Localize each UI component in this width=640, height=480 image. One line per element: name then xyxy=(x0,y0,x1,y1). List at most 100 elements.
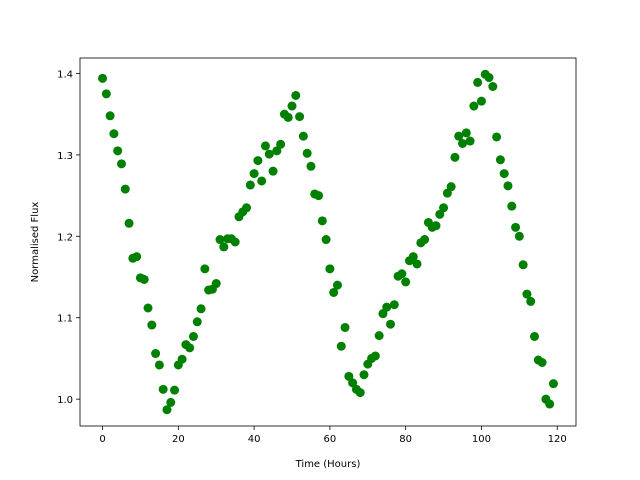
point xyxy=(488,81,498,91)
point xyxy=(242,203,252,213)
point xyxy=(359,370,369,380)
y-tick-label: 1.0 xyxy=(57,395,73,406)
point xyxy=(435,209,445,219)
point xyxy=(518,260,528,270)
point xyxy=(245,180,255,190)
point xyxy=(370,351,380,361)
point xyxy=(177,354,187,364)
y-axis-label: Normalised Flux xyxy=(30,202,41,283)
point xyxy=(192,317,202,327)
point xyxy=(98,73,108,83)
point xyxy=(170,385,180,395)
point xyxy=(113,146,123,156)
x-tick-label: 20 xyxy=(172,434,185,445)
point xyxy=(446,182,456,192)
point xyxy=(492,132,502,142)
point xyxy=(249,169,259,179)
point xyxy=(101,89,111,99)
point xyxy=(461,128,471,138)
y-tick-label: 1.3 xyxy=(57,151,73,162)
point xyxy=(382,302,392,312)
point xyxy=(162,405,172,415)
point xyxy=(287,101,297,111)
point xyxy=(548,379,558,389)
point xyxy=(302,148,312,158)
point xyxy=(514,231,524,241)
point xyxy=(257,176,267,186)
point xyxy=(139,274,149,284)
point xyxy=(439,203,449,213)
point xyxy=(211,279,221,289)
point xyxy=(537,357,547,367)
point xyxy=(151,349,161,359)
point xyxy=(458,138,468,148)
point xyxy=(166,397,176,407)
point xyxy=(473,77,483,87)
point xyxy=(215,235,225,245)
point xyxy=(147,320,157,330)
point xyxy=(154,360,164,370)
point xyxy=(283,112,293,122)
point xyxy=(143,303,153,313)
point xyxy=(420,235,430,245)
point xyxy=(116,159,126,169)
y-tick-label: 1.1 xyxy=(57,314,73,325)
point xyxy=(196,304,206,314)
point xyxy=(374,331,384,341)
point xyxy=(188,331,198,341)
point xyxy=(499,169,509,179)
point xyxy=(511,222,521,232)
point xyxy=(401,277,411,287)
point xyxy=(124,218,134,228)
x-tick-label: 60 xyxy=(324,434,337,445)
x-axis-label: Time (Hours) xyxy=(295,459,361,470)
point xyxy=(408,252,418,262)
y-tick-label: 1.4 xyxy=(57,69,73,80)
point xyxy=(336,341,346,351)
point xyxy=(526,296,536,306)
point xyxy=(325,264,335,274)
x-tick-label: 80 xyxy=(399,434,412,445)
point xyxy=(495,155,505,165)
point xyxy=(109,129,119,139)
point xyxy=(120,184,130,194)
point xyxy=(545,399,555,409)
point xyxy=(253,156,263,166)
point xyxy=(332,280,342,290)
plot-frame xyxy=(79,57,577,427)
point xyxy=(484,73,494,83)
point xyxy=(442,188,452,198)
point xyxy=(503,181,513,191)
point xyxy=(132,252,142,262)
point xyxy=(340,322,350,332)
point xyxy=(431,221,441,231)
point xyxy=(314,191,324,201)
point xyxy=(219,242,229,252)
point xyxy=(306,161,316,171)
point xyxy=(454,131,464,141)
point xyxy=(291,90,301,100)
x-tick-label: 0 xyxy=(99,434,105,445)
point xyxy=(264,149,274,159)
point xyxy=(507,201,517,211)
point xyxy=(295,112,305,122)
point xyxy=(200,264,210,274)
point xyxy=(465,136,475,146)
x-tick-label: 100 xyxy=(472,434,491,445)
x-tick-label: 40 xyxy=(248,434,261,445)
point xyxy=(321,235,331,245)
point xyxy=(329,287,339,297)
point xyxy=(276,139,286,149)
point xyxy=(378,309,388,319)
point xyxy=(530,331,540,341)
point xyxy=(105,111,115,121)
point xyxy=(317,216,327,226)
point xyxy=(344,371,354,381)
point xyxy=(412,259,422,269)
point xyxy=(158,384,168,394)
point xyxy=(469,101,479,111)
point xyxy=(230,237,240,247)
point xyxy=(450,152,460,162)
